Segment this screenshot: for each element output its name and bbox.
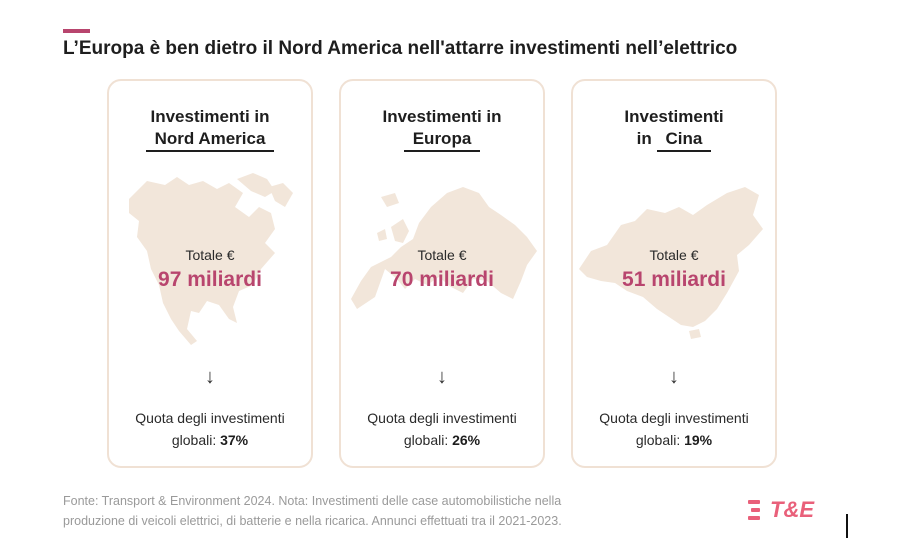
global-share: Quota degli investimenti globali: 19% [573, 407, 775, 451]
arrow-down-icon: ↓ [205, 366, 215, 388]
card-title-region: Nord America [145, 129, 275, 152]
global-share: Quota degli investimenti globali: 26% [341, 407, 543, 451]
share-value: 26% [452, 432, 481, 448]
card-title-prefix: Investimenti [624, 107, 724, 126]
share-value: 19% [684, 432, 713, 448]
total-label: Totale € [649, 247, 699, 263]
card-europe: Investimenti in Europa Totale € 70 milia… [339, 79, 545, 468]
arrow-down-icon: ↓ [669, 366, 679, 388]
north-america-map-icon [125, 173, 295, 353]
card-title-region: Europa [403, 129, 481, 152]
share-label-line1: Quota degli investimenti [367, 410, 517, 426]
total-value: 51 miliardi [622, 268, 726, 291]
card-title-region: Cina [656, 129, 712, 152]
share-label-line2: globali: [171, 432, 217, 448]
source-note: Fonte: Transport & Environment 2024. Not… [63, 491, 562, 531]
source-line-2: produzione di veicoli elettrici, di batt… [63, 514, 562, 528]
arrow-down-icon: ↓ [437, 366, 447, 388]
card-title-in: in [636, 129, 652, 148]
text-cursor [846, 514, 848, 538]
total-label: Totale € [185, 247, 235, 263]
card-title-prefix: Investimenti in [382, 107, 502, 126]
card-title: Investimenti in Cina [573, 106, 775, 152]
share-label-line1: Quota degli investimenti [135, 410, 285, 426]
global-share: Quota degli investimenti globali: 37% [109, 407, 311, 451]
china-map-icon [577, 185, 777, 341]
total-value: 70 miliardi [390, 268, 494, 291]
share-label-line2: globali: [403, 432, 449, 448]
source-line-1: Fonte: Transport & Environment 2024. Not… [63, 494, 562, 508]
total-label: Totale € [417, 247, 467, 263]
share-label-line1: Quota degli investimenti [599, 410, 749, 426]
te-logo: T&E [748, 497, 828, 523]
share-value: 37% [220, 432, 249, 448]
europe-map-icon [351, 181, 537, 315]
card-north-america: Investimenti in Nord America Totale € 97… [107, 79, 313, 468]
share-label-line2: globali: [635, 432, 681, 448]
card-title-prefix: Investimenti in [150, 107, 270, 126]
page-title: L’Europa è ben dietro il Nord America ne… [63, 38, 738, 59]
total-value: 97 miliardi [158, 268, 262, 291]
logo-bars-icon [748, 500, 762, 520]
card-title: Investimenti in Nord America [109, 106, 311, 152]
card-china: Investimenti in Cina Totale € 51 miliard… [571, 79, 777, 468]
logo-text: T&E [770, 497, 814, 522]
card-title: Investimenti in Europa [341, 106, 543, 152]
title-accent-bar [63, 29, 90, 33]
